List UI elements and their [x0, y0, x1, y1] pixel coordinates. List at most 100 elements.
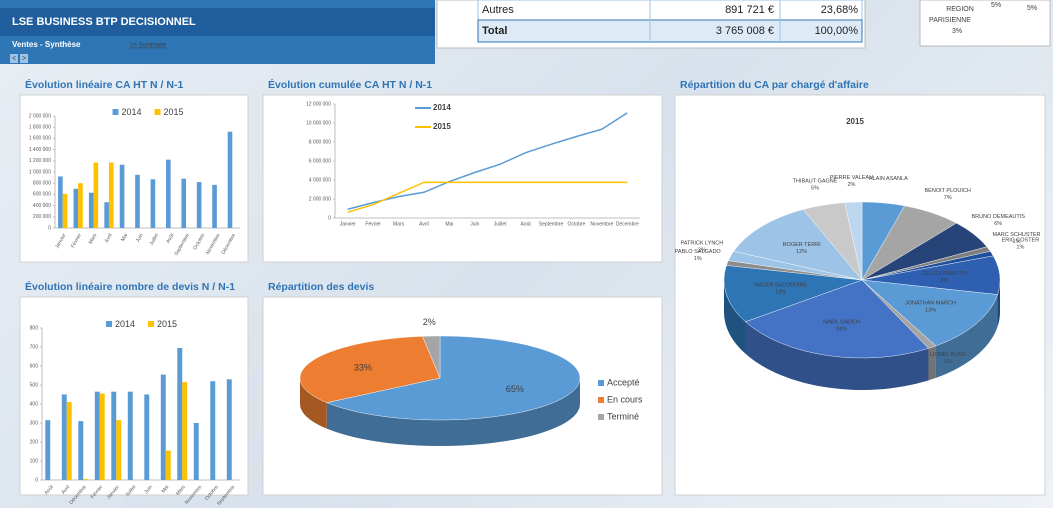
y-tick-label: 800 000 [33, 181, 51, 187]
legend-label: Terminé [607, 411, 639, 421]
table-cell: 23,68% [821, 4, 859, 16]
table-cell: 100,00% [815, 25, 859, 37]
data-label: 12% [796, 249, 807, 255]
bar [58, 176, 63, 228]
y-tick-label: 400 000 [33, 203, 51, 209]
x-tick-label: Novembre [590, 221, 613, 227]
table-row [478, 20, 862, 42]
slice-name: NACER SADDEDINE [754, 283, 807, 289]
dashboard: LSE BUSINESS BTP DECISIONNEL Ventes - Sy… [0, 0, 1053, 508]
legend-label: 2015 [433, 122, 451, 131]
bar [210, 381, 215, 480]
y-tick-label: 10 000 000 [306, 120, 331, 126]
y-tick-label: 2 000 000 [29, 113, 51, 119]
legend-label: 2014 [115, 319, 135, 329]
y-tick-label: 700 [30, 344, 39, 350]
bar [111, 392, 116, 480]
table-row [478, 0, 862, 20]
bar [228, 132, 233, 228]
data-label: 1% [944, 359, 952, 365]
x-tick-label: Septembre [539, 221, 564, 227]
bar [116, 420, 121, 480]
y-tick-label: 6 000 000 [309, 158, 331, 164]
bar [144, 395, 149, 481]
bar [182, 382, 187, 480]
nav-prev[interactable]: < [12, 55, 16, 62]
data-label: 1% [694, 256, 702, 262]
data-label: 1% [1016, 245, 1024, 251]
bar [135, 175, 140, 228]
x-tick-label: Mai [445, 221, 453, 227]
legend-label: En cours [607, 394, 643, 404]
bar [120, 165, 125, 228]
bar [109, 162, 114, 228]
data-label: 7% [944, 195, 952, 201]
bar [95, 392, 100, 480]
bar [100, 394, 105, 480]
data-label: 13% [925, 307, 936, 313]
x-tick-label: Avril [419, 221, 429, 227]
legend-swatch [155, 109, 161, 115]
y-tick-label: 1 600 000 [29, 136, 51, 142]
bar [89, 193, 94, 228]
y-tick-label: 1 000 000 [29, 169, 51, 175]
y-tick-label: 600 [30, 363, 39, 369]
fragment-label: REGION [946, 6, 974, 13]
chart-title: Répartition du CA par chargé d'affaire [680, 79, 869, 91]
y-tick-label: 12 000 000 [306, 101, 331, 107]
legend-swatch [113, 109, 119, 115]
legend-swatch [598, 414, 604, 420]
fragment-label: PARISIENNE [929, 17, 971, 24]
y-tick-label: 0 [328, 215, 331, 221]
y-tick-label: 600 000 [33, 192, 51, 198]
slice-name: GILLES PAROTTI [923, 271, 968, 277]
chart-title: Répartition des devis [268, 281, 374, 293]
y-tick-label: 8 000 000 [309, 139, 331, 145]
chart-title: Évolution linéaire CA HT N / N-1 [25, 78, 183, 91]
sommaire-link[interactable]: >> Sommaire [130, 43, 167, 49]
fragment-label: 5% [1027, 5, 1037, 12]
slice-name: ROGER TERRI [783, 242, 822, 248]
header-title: LSE BUSINESS BTP DECISIONNEL [12, 16, 196, 28]
bar [227, 379, 232, 480]
fragment-label: 3% [952, 28, 962, 35]
y-tick-label: 200 [30, 439, 39, 445]
fragment-label: 5% [991, 2, 1001, 9]
bar [128, 392, 133, 480]
bar [63, 194, 68, 228]
bar [212, 185, 217, 228]
x-tick-label: Juillet [494, 221, 507, 227]
data-label: 2% [423, 317, 436, 327]
legend-label: Accepté [607, 377, 640, 387]
x-tick-label: Août [520, 221, 531, 227]
chart-title: Évolution cumulée CA HT N / N-1 [268, 78, 432, 91]
bar [83, 479, 88, 480]
data-label: 2% [698, 248, 706, 254]
y-tick-label: 2 000 000 [309, 196, 331, 202]
slice-name: NABIL GADEH [823, 319, 860, 325]
slice-name: ERIC COSTER [1002, 238, 1040, 244]
bar [62, 395, 67, 481]
x-tick-label: Décembre [616, 221, 639, 227]
slice-name: JONATHAN MARCH [905, 300, 956, 306]
y-tick-label: 400 [30, 401, 39, 407]
legend-swatch [598, 397, 604, 403]
bar [67, 402, 72, 480]
y-tick-label: 300 [30, 420, 39, 426]
x-tick-label: Juin [470, 221, 479, 227]
y-tick-label: 1 400 000 [29, 147, 51, 153]
slice-name: BRUNO DEMEAUTIS [971, 214, 1025, 220]
data-label: 12% [775, 290, 786, 296]
bar [151, 179, 156, 228]
table-cell: Total [482, 25, 507, 37]
y-tick-label: 800 [30, 325, 39, 331]
nav-next[interactable]: > [22, 55, 26, 62]
y-tick-label: 1 800 000 [29, 125, 51, 131]
y-tick-label: 0 [48, 225, 51, 231]
data-label: 33% [354, 362, 372, 372]
slice-name: PATRICK LYNCH [680, 241, 723, 247]
bar [161, 375, 166, 480]
data-label: 24% [836, 326, 847, 332]
legend-label: 2015 [157, 319, 177, 329]
x-tick-label: Mars [393, 221, 405, 227]
